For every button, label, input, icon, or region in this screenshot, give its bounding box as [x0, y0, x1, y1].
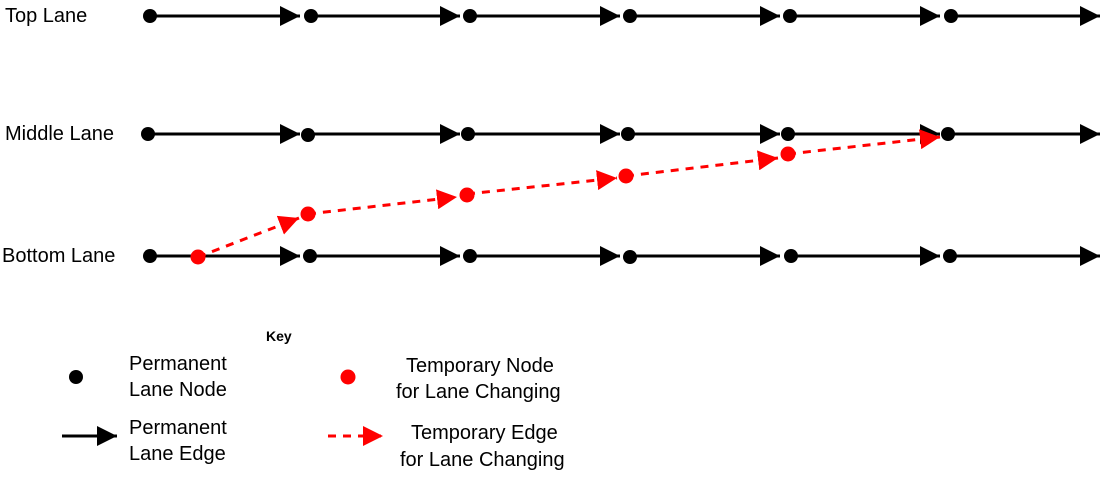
- permanent-lane-node: [781, 127, 795, 141]
- temporary-lane-change-path: [190, 129, 941, 265]
- temporary-node-legend-label-line1: Temporary Node: [406, 355, 554, 377]
- temporary-node-legend-icon: [340, 369, 356, 385]
- permanent-lane-node: [783, 9, 797, 23]
- temporary-edge: [787, 129, 941, 156]
- permanent-edge-legend-label-line1: Permanent: [129, 417, 227, 439]
- temporary-edge-legend-label-line1: Temporary Edge: [411, 422, 558, 444]
- permanent-lane-node: [944, 9, 958, 23]
- legend-title: Key: [266, 328, 292, 344]
- temporary-edge: [466, 170, 618, 196]
- temporary-node: [618, 168, 634, 184]
- permanent-lane-node: [623, 9, 637, 23]
- permanent-lane-node: [461, 127, 475, 141]
- temporary-node: [300, 206, 316, 222]
- middle-lane-label: Middle Lane: [5, 123, 114, 145]
- permanent-node-legend-label-line2: Lane Node: [129, 379, 227, 401]
- temporary-node-legend-label-line2: for Lane Changing: [396, 381, 561, 403]
- permanent-lane-node: [941, 127, 955, 141]
- top-lane: [143, 6, 1100, 26]
- top-lane-label: Top Lane: [5, 5, 87, 27]
- permanent-lane-node: [301, 128, 315, 142]
- middle-lane: [141, 124, 1100, 144]
- temporary-node: [459, 187, 475, 203]
- permanent-lane-node: [623, 250, 637, 264]
- bottom-lane: [143, 246, 1100, 266]
- permanent-lane-node: [304, 9, 318, 23]
- permanent-lane-node: [621, 127, 635, 141]
- permanent-node-legend-label-line1: Permanent: [129, 353, 227, 375]
- permanent-lane-node: [463, 249, 477, 263]
- permanent-lane-node: [303, 249, 317, 263]
- legend: Key Permanent Lane Node Permanent Lane E…: [62, 328, 565, 471]
- permanent-node-legend-icon: [69, 370, 83, 384]
- temporary-edge: [197, 215, 300, 259]
- permanent-lane-node: [143, 249, 157, 263]
- permanent-lane-node: [141, 127, 155, 141]
- temporary-edge-legend-label-line2: for Lane Changing: [400, 449, 565, 471]
- temporary-node: [190, 249, 206, 265]
- permanent-lane-node: [143, 9, 157, 23]
- permanent-lane-node: [943, 249, 957, 263]
- permanent-lane-node: [784, 249, 798, 263]
- bottom-lane-label: Bottom Lane: [2, 245, 115, 267]
- permanent-lane-node: [463, 9, 477, 23]
- temporary-edge: [307, 189, 458, 216]
- temporary-node: [780, 146, 796, 162]
- permanent-edge-legend-label-line2: Lane Edge: [129, 443, 226, 465]
- temporary-edge: [625, 150, 779, 178]
